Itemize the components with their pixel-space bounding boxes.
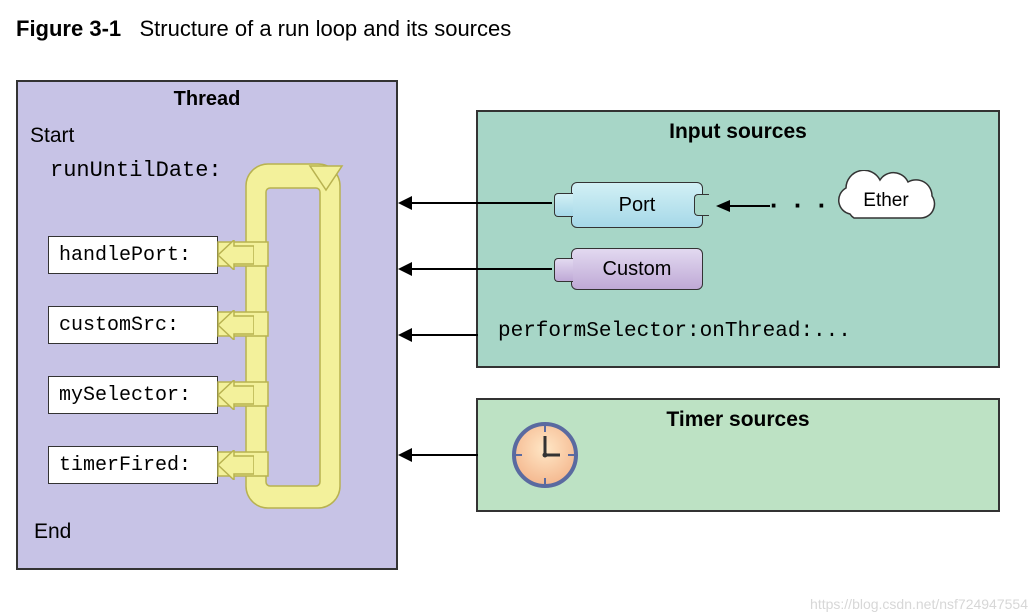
perform-selector-label: performSelector:onThread:... bbox=[498, 320, 851, 343]
start-label: Start bbox=[30, 124, 74, 148]
handler-custom: customSrc: bbox=[48, 306, 218, 344]
connector-custom bbox=[400, 268, 552, 270]
connector-selector bbox=[400, 334, 478, 336]
branch-arrow-2 bbox=[218, 310, 254, 340]
clock-icon bbox=[510, 420, 580, 490]
custom-label: Custom bbox=[603, 258, 672, 281]
figure-caption: Structure of a run loop and its sources bbox=[139, 16, 511, 41]
handler-port: handlePort: bbox=[48, 236, 218, 274]
thread-title: Thread bbox=[18, 82, 396, 111]
connector-port bbox=[400, 202, 552, 204]
thread-panel: Thread Start runUntilDate: End handlePor… bbox=[16, 80, 398, 570]
branch-arrow-1 bbox=[218, 240, 254, 270]
connector-timer bbox=[400, 454, 478, 456]
branch-arrow-3 bbox=[218, 380, 254, 410]
watermark: https://blog.csdn.net/nsf724947554 bbox=[810, 596, 1028, 612]
ether-dots: · · · bbox=[770, 190, 830, 221]
run-until-label: runUntilDate: bbox=[50, 158, 222, 183]
input-sources-title: Input sources bbox=[478, 112, 998, 144]
ether-arrow bbox=[716, 198, 770, 214]
loop-down-arrow bbox=[310, 166, 342, 190]
figure-title: Figure 3-1 Structure of a run loop and i… bbox=[16, 16, 1020, 42]
port-label: Port bbox=[619, 194, 656, 217]
ether-label: Ether bbox=[828, 170, 944, 232]
branch-arrow-4 bbox=[218, 450, 254, 480]
figure-number: Figure 3-1 bbox=[16, 16, 121, 41]
handler-selector: mySelector: bbox=[48, 376, 218, 414]
port-node: Port bbox=[571, 182, 703, 228]
end-label: End bbox=[34, 520, 71, 544]
ether-cloud: Ether bbox=[828, 170, 944, 232]
diagram-canvas: Thread Start runUntilDate: End handlePor… bbox=[16, 62, 1016, 582]
handler-timer: timerFired: bbox=[48, 446, 218, 484]
custom-node: Custom bbox=[571, 248, 703, 290]
